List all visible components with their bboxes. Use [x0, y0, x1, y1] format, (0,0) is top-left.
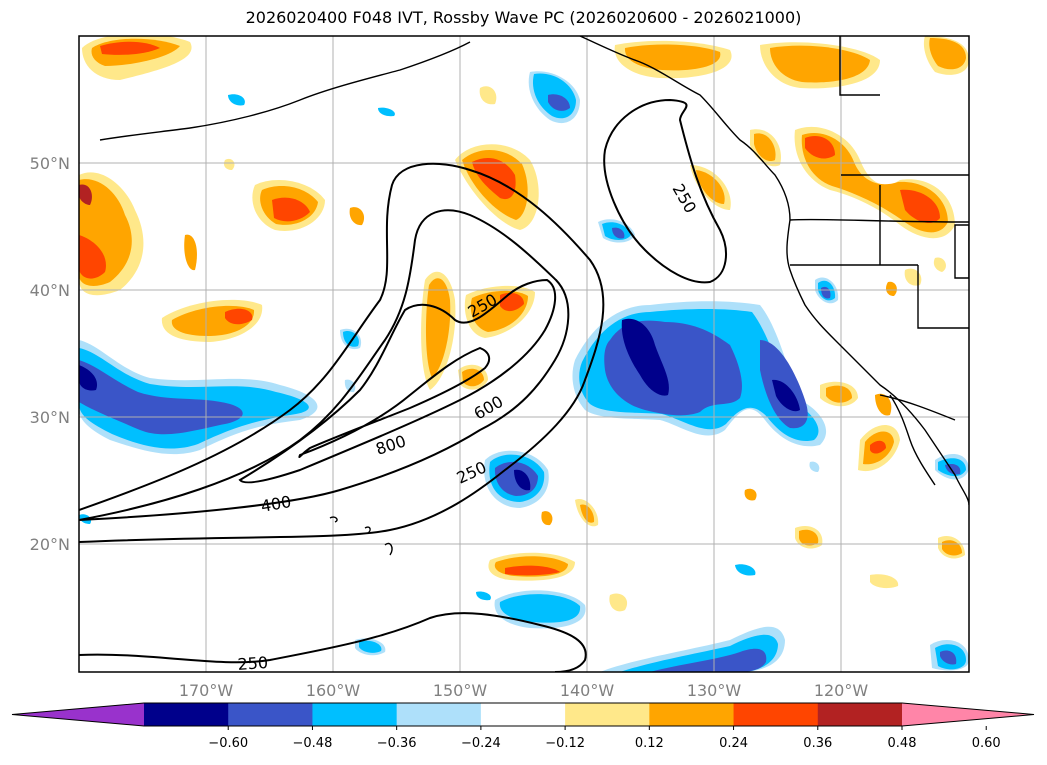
colorbar-tick-label: −0.36: [377, 736, 417, 751]
colorbar-outline: [11, 702, 1035, 727]
positive-anomaly-shading: [79, 36, 969, 612]
colorbar: −0.60 −0.48 −0.36 −0.24 −0.12 0.12 0.24 0.36 0.4…: [11, 702, 1035, 751]
colorbar-tick-label: 0.12: [635, 736, 664, 751]
lon-label: 150°W: [433, 681, 488, 700]
colorbar-swatch: [817, 703, 903, 726]
colorbar-swatch: [565, 703, 650, 726]
colorbar-swatch: [480, 703, 566, 726]
colorbar-tick-label: 0.24: [719, 736, 748, 751]
colorbar-tick-label: 0.48: [888, 736, 917, 751]
contour-label: 250: [237, 653, 269, 674]
lon-label: 130°W: [687, 681, 742, 700]
colorbar-swatch: [733, 703, 819, 726]
colorbar-tick-label: −0.48: [293, 736, 333, 751]
lon-label: 140°W: [560, 681, 615, 700]
colorbar-swatch: [228, 703, 313, 726]
lon-label: 160°W: [306, 681, 361, 700]
map-title: 2026020400 F048 IVT, Rossby Wave PC (202…: [245, 8, 802, 27]
lat-label: 20°N: [30, 535, 70, 554]
colorbar-swatch: [144, 703, 229, 726]
colorbar-tick-label: −0.24: [461, 736, 501, 751]
colorbar-swatch: [312, 703, 398, 726]
lat-label: 30°N: [30, 408, 70, 427]
colorbar-extend-max: [902, 703, 1034, 726]
negative-anomaly-shading: [79, 71, 969, 672]
colorbar-swatch: [396, 703, 482, 726]
colorbar-tick-label: −0.60: [208, 736, 248, 751]
latitude-labels: 50°N 40°N 30°N 20°N: [30, 154, 70, 554]
longitude-labels: 170°W 160°W 150°W 140°W 130°W 120°W: [179, 681, 869, 700]
lon-label: 170°W: [179, 681, 234, 700]
colorbar-tick-label: 0.36: [803, 736, 832, 751]
colorbar-swatch: [649, 703, 735, 726]
coastlines: [99, 36, 969, 556]
lon-label: 120°W: [814, 681, 869, 700]
colorbar-tick-label: 0.60: [972, 736, 1001, 751]
colorbar-extend-min: [12, 703, 144, 726]
map-border: [78, 35, 970, 673]
lat-label: 40°N: [30, 281, 70, 300]
colorbar-tick-label: −0.12: [545, 736, 585, 751]
lat-label: 50°N: [30, 154, 70, 173]
graticule: [79, 36, 969, 672]
ivt-contours: [79, 98, 727, 672]
